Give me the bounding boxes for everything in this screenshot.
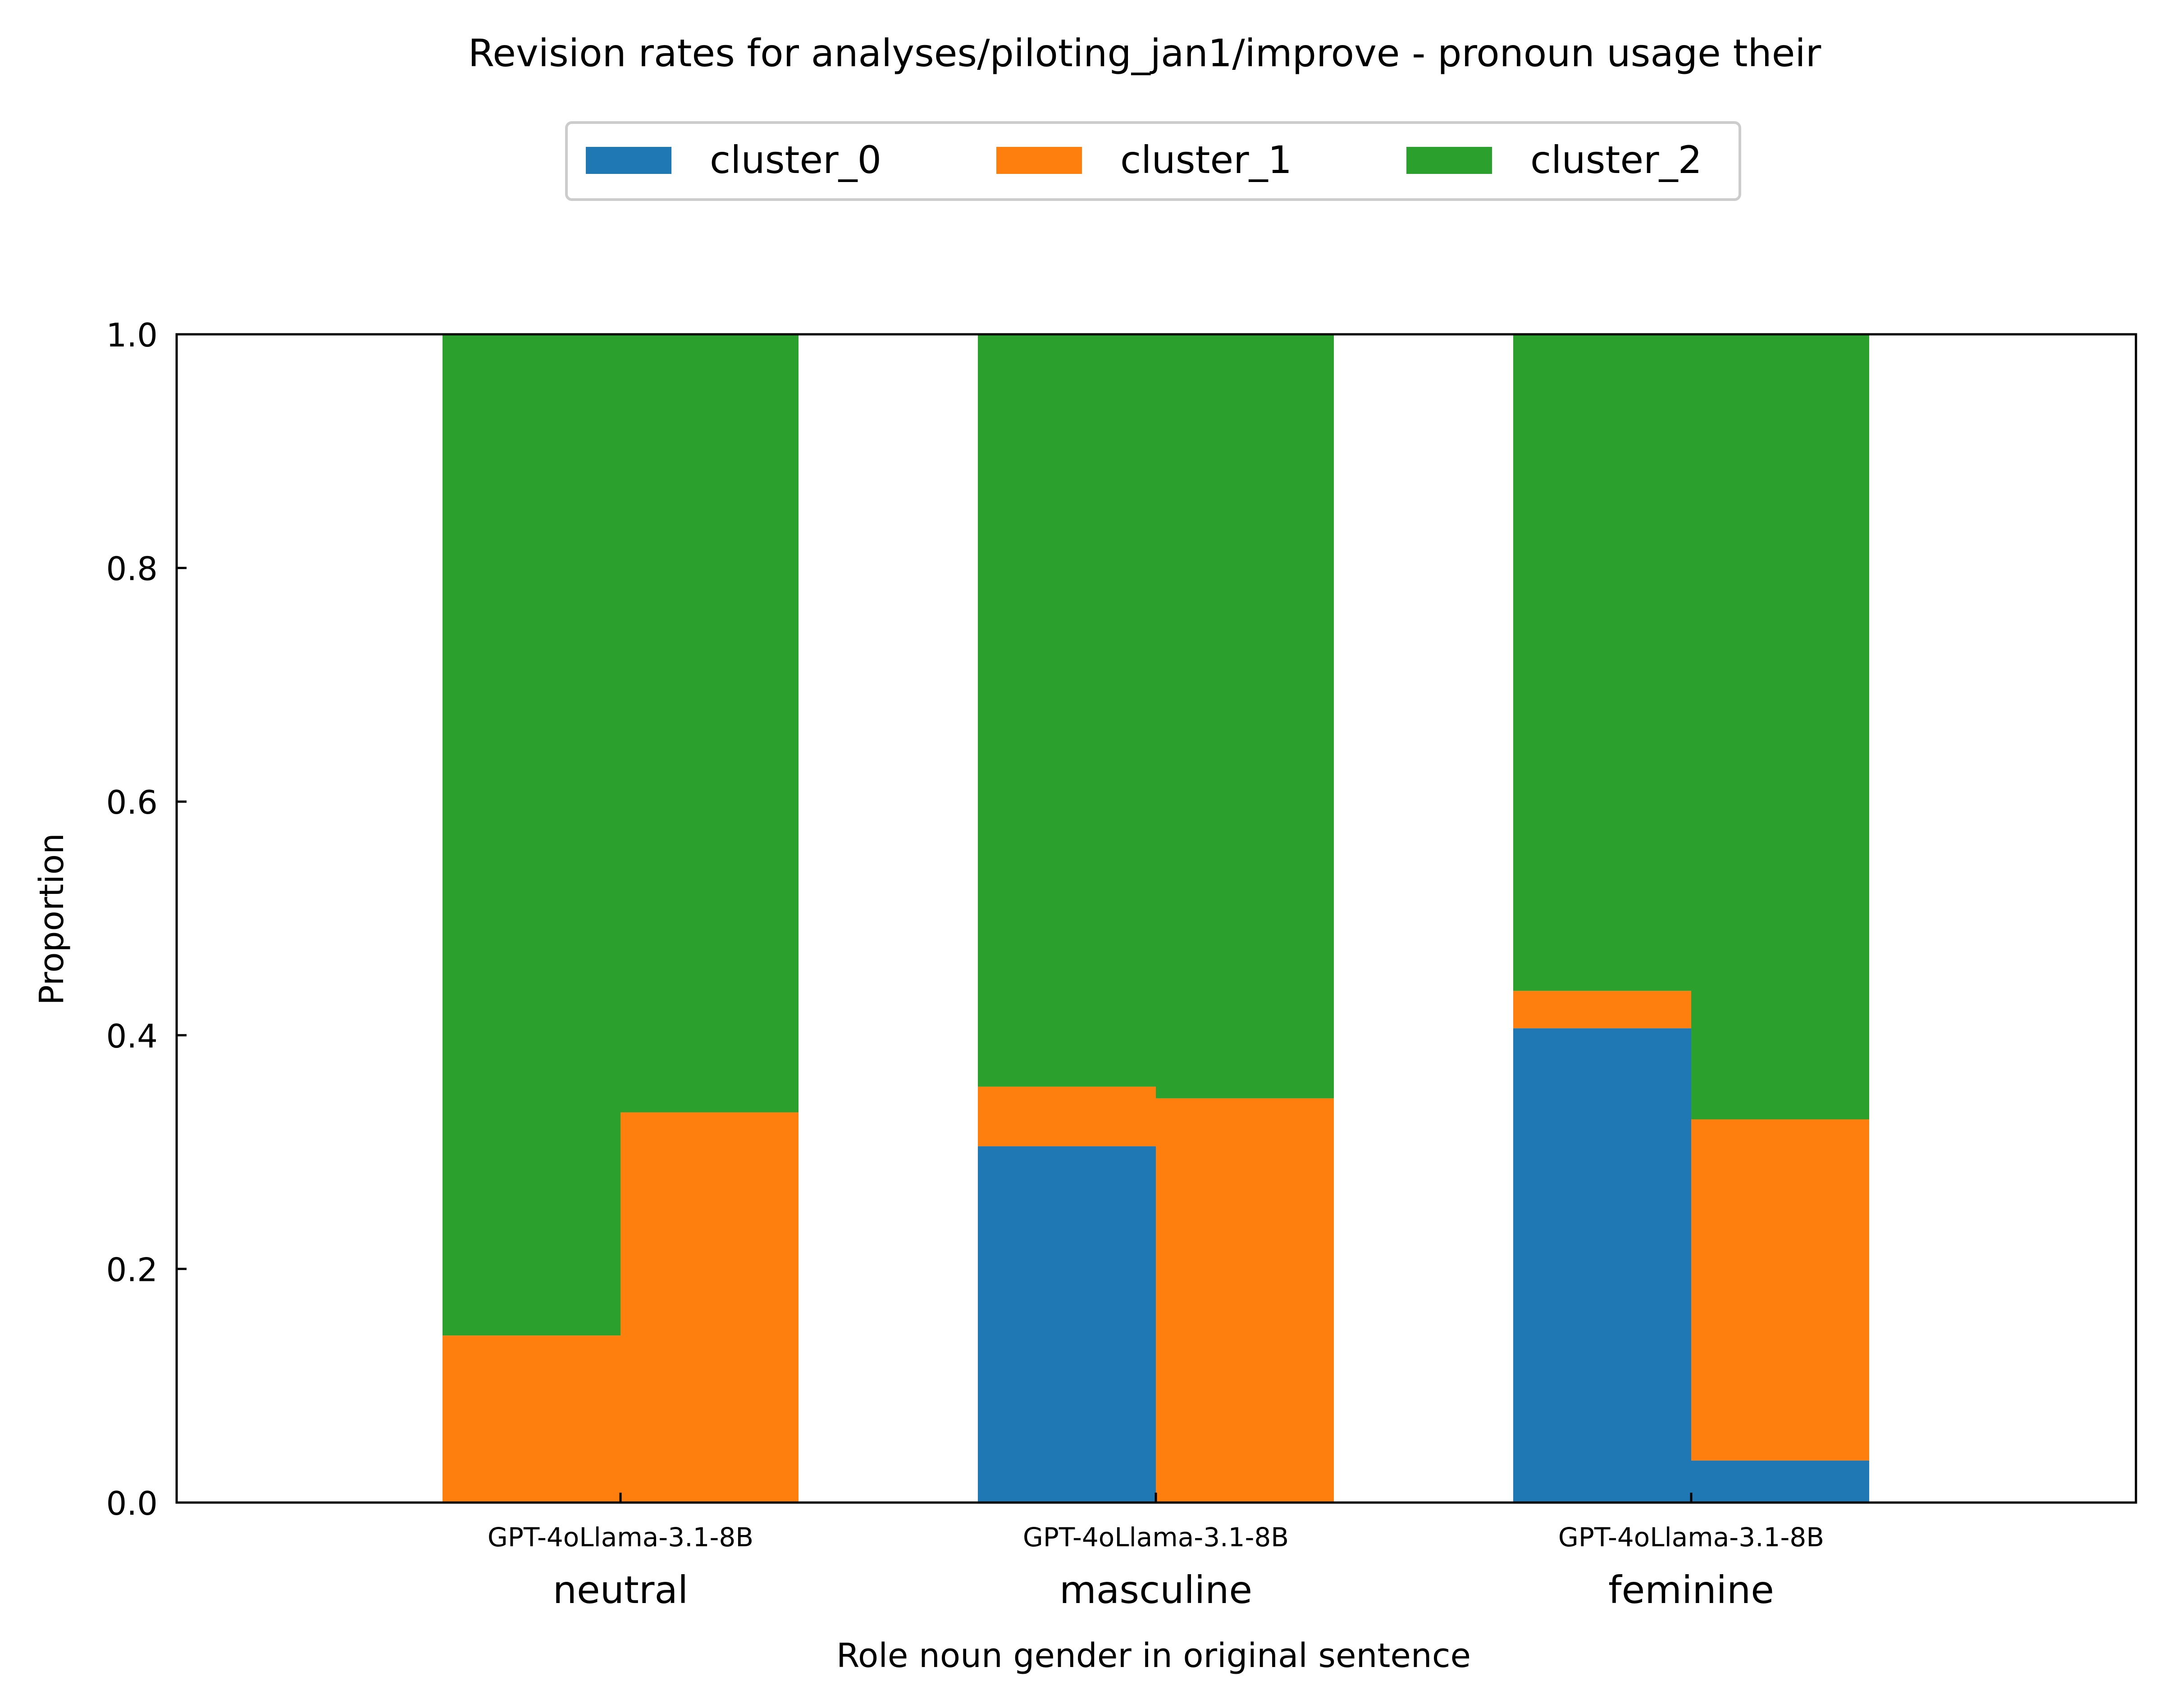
bar-feminine-gpt4o-cluster-2 — [1513, 334, 1691, 991]
y-tick-label: 0.6 — [106, 783, 158, 821]
chart-title: Revision rates for analyses/piloting_jan… — [468, 31, 1821, 75]
x-axis: GPT-4oLlama-3.1-8B neutral GPT-4oLlama-3.1… — [488, 1493, 1824, 1612]
legend-swatch-cluster-1 — [996, 147, 1082, 174]
legend-label-cluster-2: cluster_2 — [1530, 138, 1702, 182]
y-tick-label: 0.4 — [106, 1017, 158, 1055]
bar-pair-label: GPT-4oLlama-3.1-8B — [1023, 1522, 1289, 1553]
y-tick-label: 0.8 — [106, 550, 158, 588]
bar-feminine-gpt4o-cluster-1 — [1513, 991, 1691, 1029]
bar-feminine-llama-cluster-1 — [1691, 1119, 1869, 1461]
bar-masculine-gpt4o-cluster-0 — [978, 1146, 1156, 1503]
bar-neutral-gpt4o-cluster-1 — [443, 1335, 621, 1503]
plot-frame — [175, 333, 2137, 1504]
y-axis-label: Proportion — [32, 833, 71, 1005]
x-axis-label: Role noun gender in original sentence — [836, 1636, 1471, 1675]
bar-masculine-llama-cluster-1 — [1156, 1098, 1334, 1503]
bar-neutral-gpt4o-cluster-2 — [443, 334, 621, 1336]
y-tick-label: 0.0 — [106, 1485, 158, 1522]
bar-feminine-llama-cluster-0 — [1691, 1460, 1869, 1503]
bar-pair-label: GPT-4oLlama-3.1-8B — [488, 1522, 753, 1553]
bar-masculine-gpt4o-cluster-2 — [978, 334, 1156, 1087]
plot-area — [443, 334, 1869, 1503]
bar-pair-label: GPT-4oLlama-3.1-8B — [1558, 1522, 1824, 1553]
y-axis: 0.0 0.2 0.4 0.6 0.8 1.0 — [106, 316, 187, 1522]
bar-feminine-gpt4o-cluster-0 — [1513, 1028, 1691, 1503]
bar-neutral-llama-cluster-2 — [621, 334, 799, 1112]
legend-label-cluster-0: cluster_0 — [710, 138, 881, 182]
bar-masculine-llama-cluster-2 — [1156, 334, 1334, 1098]
bar-masculine-gpt4o-cluster-1 — [978, 1086, 1156, 1147]
y-tick-label: 1.0 — [106, 316, 158, 354]
group-label-masculine: masculine — [1059, 1568, 1252, 1612]
bar-feminine-llama-cluster-2 — [1691, 334, 1869, 1120]
legend-swatch-cluster-0 — [586, 147, 671, 174]
legend: cluster_0 cluster_1 cluster_2 — [565, 121, 1741, 201]
legend-frame — [565, 121, 1741, 201]
y-tick-label: 0.2 — [106, 1251, 158, 1289]
legend-label-cluster-1: cluster_1 — [1120, 138, 1292, 182]
bar-neutral-llama-cluster-1 — [621, 1112, 799, 1503]
group-label-feminine: feminine — [1608, 1568, 1774, 1612]
legend-swatch-cluster-2 — [1406, 147, 1492, 174]
group-label-neutral: neutral — [553, 1568, 688, 1612]
